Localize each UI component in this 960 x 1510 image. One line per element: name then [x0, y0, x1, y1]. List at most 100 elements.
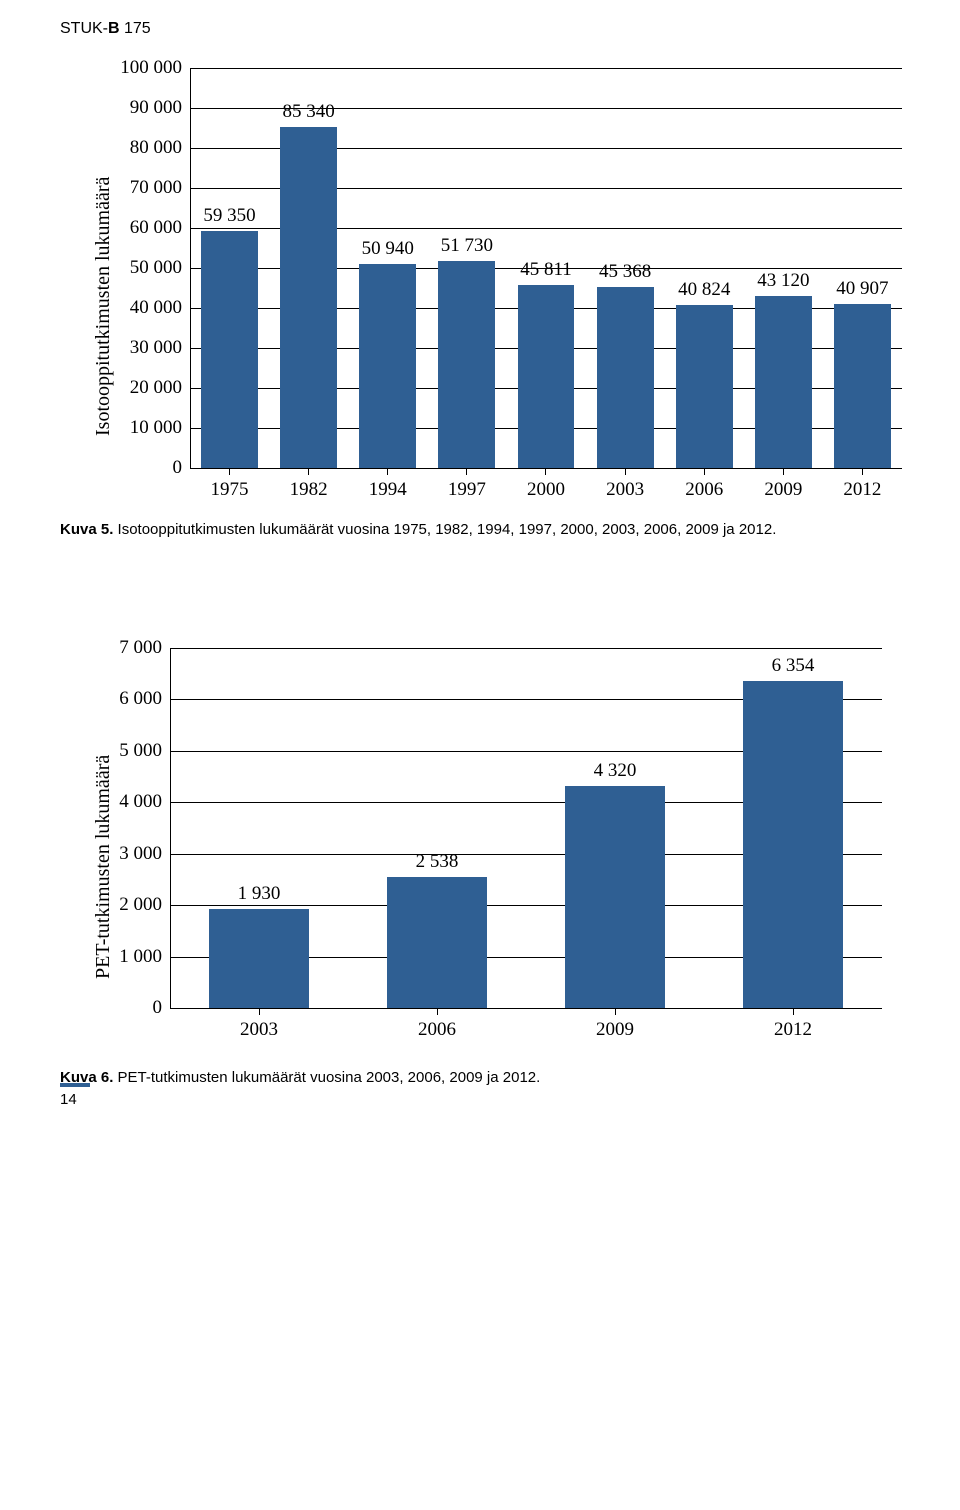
y-axis-label: Isotooppitutkimusten lukumäärä [92, 177, 115, 436]
chart-section: Isotooppitutkimusten lukumäärä010 00020 … [110, 68, 902, 501]
chart-1: Isotooppitutkimusten lukumäärä010 00020 … [110, 68, 900, 501]
x-tick-label: 2006 [348, 1009, 526, 1041]
x-tick-label: 2012 [704, 1009, 882, 1041]
y-tick-label: 1 000 [119, 946, 170, 968]
x-tick-text: 2006 [685, 479, 723, 500]
page-number-value: 14 [60, 1091, 77, 1108]
bar-value-label: 40 907 [836, 278, 888, 304]
x-ticks: 1975 1982 1994 1997 2000 2003 2006 2009 2012 [190, 469, 902, 501]
x-tick-text: 1994 [369, 479, 407, 500]
x-tick-text: 2003 [606, 479, 644, 500]
bar-slot: 40 824 [665, 68, 744, 468]
bar-slot: 51 730 [427, 68, 506, 468]
y-tick-label: 30 000 [130, 337, 190, 359]
tick-mark [545, 469, 546, 475]
tick-mark [793, 1009, 794, 1015]
bar-value-label: 45 811 [520, 259, 572, 285]
tick-mark [783, 469, 784, 475]
page-number: 14 [60, 1083, 90, 1108]
x-tick-label: 1997 [427, 469, 506, 501]
x-tick-label: 2000 [506, 469, 585, 501]
bar: 85 340 [280, 127, 337, 468]
y-tick-label: 0 [153, 997, 171, 1019]
bar: 40 824 [676, 305, 733, 468]
x-tick-label: 1982 [269, 469, 348, 501]
doc-header-prefix: STUK- [60, 20, 108, 37]
bar: 51 730 [438, 261, 495, 468]
bar-slot: 45 368 [586, 68, 665, 468]
chart-2-caption: Kuva 6. PET-tutkimusten lukumäärät vuosi… [60, 1069, 900, 1086]
bar-slot: 85 340 [269, 68, 348, 468]
tick-mark [704, 469, 705, 475]
bar: 50 940 [359, 264, 416, 468]
tick-mark [387, 469, 388, 475]
tick-mark [308, 469, 309, 475]
bar: 59 350 [201, 231, 258, 468]
bar-slot: 43 120 [744, 68, 823, 468]
bar: 45 811 [518, 285, 575, 468]
tick-mark [437, 1009, 438, 1015]
bar-slot: 6 354 [704, 648, 882, 1008]
x-tick-label: 2003 [586, 469, 665, 501]
x-tick-text: 2006 [418, 1019, 456, 1040]
document-header: STUK-B 175 [60, 20, 900, 38]
bar-slot: 45 811 [506, 68, 585, 468]
y-tick-label: 2 000 [119, 894, 170, 916]
bar-slot: 4 320 [526, 648, 704, 1008]
y-tick-label: 10 000 [130, 417, 190, 439]
bar: 45 368 [597, 287, 654, 468]
tick-mark [625, 469, 626, 475]
x-tick-text: 2003 [240, 1019, 278, 1040]
bar-value-label: 6 354 [772, 655, 815, 681]
y-tick-label: 50 000 [130, 257, 190, 279]
y-axis-label: PET-tutkimusten lukumäärä [92, 755, 115, 979]
bar-value-label: 43 120 [757, 270, 809, 296]
bar-slot: 1 930 [170, 648, 348, 1008]
bar-slot: 40 907 [823, 68, 902, 468]
y-tick-label: 90 000 [130, 97, 190, 119]
tick-mark [259, 1009, 260, 1015]
x-tick-text: 2012 [843, 479, 881, 500]
caption-text: PET-tutkimusten lukumäärät vuosina 2003,… [113, 1069, 540, 1086]
x-tick-label: 1994 [348, 469, 427, 501]
x-tick-text: 2012 [774, 1019, 812, 1040]
doc-header-bold: B [108, 20, 120, 37]
bar-value-label: 59 350 [203, 205, 255, 231]
tick-mark [466, 469, 467, 475]
page: STUK-B 175 Isotooppitutkimusten lukumäär… [0, 0, 960, 1126]
bar-value-label: 40 824 [678, 279, 730, 305]
bar: 40 907 [834, 304, 891, 468]
y-tick-label: 40 000 [130, 297, 190, 319]
y-tick-label: 60 000 [130, 217, 190, 239]
bar-value-label: 45 368 [599, 261, 651, 287]
y-tick-label: 80 000 [130, 137, 190, 159]
chart-2: PET-tutkimusten lukumäärä01 0002 0003 00… [110, 648, 900, 1041]
x-tick-text: 2000 [527, 479, 565, 500]
y-tick-label: 6 000 [119, 688, 170, 710]
chart-section: PET-tutkimusten lukumäärä01 0002 0003 00… [110, 648, 882, 1041]
y-tick-label: 0 [173, 457, 191, 479]
y-tick-label: 4 000 [119, 791, 170, 813]
bar-slot: 50 940 [348, 68, 427, 468]
bar-value-label: 51 730 [441, 235, 493, 261]
bar: 1 930 [209, 909, 309, 1008]
bar: 2 538 [387, 877, 487, 1008]
x-tick-text: 1982 [290, 479, 328, 500]
chart-1-caption: Kuva 5. Isotooppitutkimusten lukumäärät … [60, 521, 900, 538]
doc-header-suffix: 175 [120, 20, 151, 37]
x-tick-label: 2012 [823, 469, 902, 501]
bars-row: 1 930 2 538 4 320 6 354 [170, 648, 882, 1008]
x-tick-label: 1975 [190, 469, 269, 501]
bar: 6 354 [743, 681, 843, 1008]
bar: 43 120 [755, 296, 812, 468]
x-tick-text: 2009 [596, 1019, 634, 1040]
y-tick-label: 7 000 [119, 637, 170, 659]
x-tick-text: 1975 [211, 479, 249, 500]
y-tick-label: 20 000 [130, 377, 190, 399]
bar: 4 320 [565, 786, 665, 1008]
x-tick-label: 2009 [526, 1009, 704, 1041]
x-tick-text: 2009 [764, 479, 802, 500]
plot-area: 010 00020 00030 00040 00050 00060 00070 … [190, 68, 902, 468]
bar-value-label: 50 940 [362, 238, 414, 264]
x-tick-label: 2003 [170, 1009, 348, 1041]
